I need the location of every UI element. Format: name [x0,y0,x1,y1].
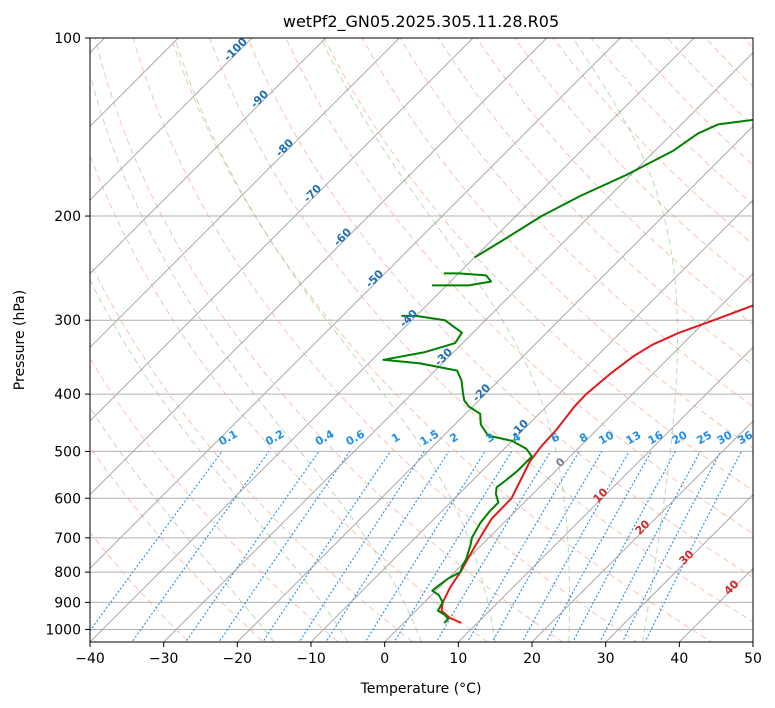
isotherm-line [531,420,753,642]
moist-adiabat [90,406,275,642]
mixing-ratio-line [325,451,450,642]
dry-adiabat [132,38,638,642]
dry-adiabat [90,261,414,642]
isotherm-line [90,38,400,348]
x-tick-label: 30 [597,651,615,667]
dry-adiabat [208,38,753,623]
mixing-ratio-line [262,451,391,642]
dry-adiabat [94,38,564,642]
isotherm-line [90,38,179,127]
x-tick-label: −20 [223,651,253,667]
moist-adiabats [90,38,678,642]
y-tick-label: 500 [54,444,81,460]
x-tick-label: 50 [744,651,762,667]
mixing-ratio-line [644,451,742,642]
x-axis-title: Temperature (°C) [360,681,482,697]
mixing-ratio-line [435,451,552,642]
dewpoint-profile [382,314,533,624]
mixing-ratio-lines [90,451,742,642]
isotherm-line [384,273,753,642]
isotherm-line [90,38,253,201]
mixing-ratio-line [298,451,425,642]
y-tick-label: 800 [54,565,81,581]
moist-adiabat [320,38,570,642]
x-tick-label: 0 [380,651,389,667]
mixing-ratio-line [491,451,603,642]
mixing-ratio-line [572,451,676,642]
y-axis: 100 200 300 400 500 600 700 800 900 1000 [45,31,90,638]
dry-adiabat [476,38,753,326]
dry-adiabat [90,357,339,642]
chart-title: wetPf2_GN05.2025.305.11.28.R05 [283,12,559,32]
plot-background [90,38,753,642]
mixing-ratio-line [131,451,270,642]
mixing-ratio-line [185,451,320,642]
moist-adiabat [90,72,422,642]
dry-adiabat [323,38,753,492]
dry-adiabat [170,38,713,642]
dry-adiabat [514,38,753,285]
dewpoint-top-profile [473,118,753,259]
isotherm-line [90,38,695,642]
dry-adiabat [361,38,753,449]
dry-adiabat [90,446,265,642]
x-tick-label: −30 [149,651,179,667]
isotherm-line [163,52,753,642]
isotherm-line [90,38,327,275]
temperature-profile [440,304,753,624]
isotherms [90,38,753,642]
x-tick-label: −10 [296,651,326,667]
plot-frame [89,37,754,643]
dry-adiabat [90,153,489,642]
isotherm-line [310,199,753,642]
isotherm-line [605,494,753,642]
moist-adiabat [90,278,349,642]
mixing-ratio-line [521,451,630,642]
mixing-ratio-line [393,451,513,642]
x-tick-label: 20 [523,651,541,667]
dewpoint-upper-profile [431,272,493,287]
dry-adiabat [90,531,190,642]
isotherm-line [90,38,621,569]
y-tick-label: 700 [54,531,81,547]
dry-adiabat [247,38,753,578]
profile-series [382,118,753,624]
x-tick-label: 10 [449,651,467,667]
y-tick-label: 200 [54,209,81,225]
moist-adiabat [174,38,496,642]
mixing-ratio-line [364,451,486,642]
x-tick-label: 40 [670,651,688,667]
y-tick-label: 300 [54,313,81,329]
moist-adiabat [572,38,678,642]
isotherm-line [90,38,548,496]
y-tick-label: 900 [54,595,81,611]
isotherm-line [90,38,474,422]
mixing-ratio-line [90,451,223,632]
mixing-ratio-line [466,451,580,642]
y-tick-label: 1000 [45,622,81,638]
y-tick-label: 600 [54,491,81,507]
isotherm-line [457,346,753,642]
x-tick-label: −40 [75,651,105,667]
y-axis-title: Pressure (hPa) [12,290,28,390]
mixing-ratio-line [218,451,351,642]
x-axis: −40 −30 −20 −10 0 10 20 30 40 50 [75,642,762,667]
isotherm-line [236,125,753,642]
mixing-ratio-line [545,451,652,642]
y-tick-label: 400 [54,387,81,403]
y-tick-label: 100 [54,31,81,47]
